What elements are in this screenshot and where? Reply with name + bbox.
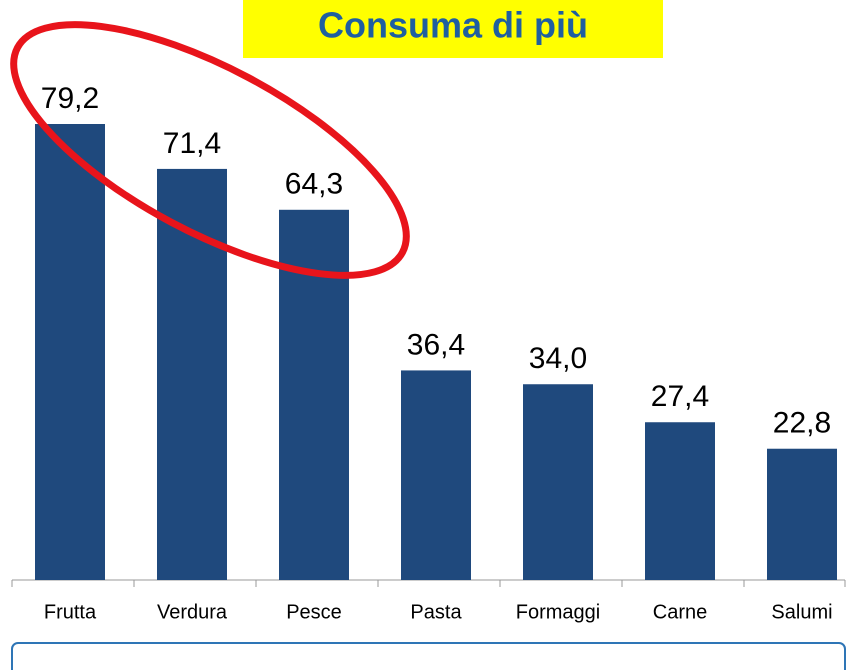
value-label: 36,4	[407, 328, 465, 361]
value-label: 64,3	[285, 168, 343, 201]
bar	[767, 448, 837, 580]
bar	[157, 168, 227, 580]
bar	[645, 422, 715, 580]
value-label: 34,0	[529, 342, 587, 375]
x-tick-label: Verdura	[157, 601, 228, 623]
x-tick-label: Carne	[653, 601, 707, 623]
x-tick-label: Pesce	[286, 601, 342, 623]
highlight-ellipse	[10, 21, 410, 279]
x-tick-label: Pasta	[410, 601, 462, 623]
bar	[523, 384, 593, 580]
value-label: 79,2	[41, 82, 99, 115]
value-label: 27,4	[651, 380, 709, 413]
value-label: 71,4	[163, 127, 221, 160]
chart-title: Consuma di più	[318, 5, 588, 46]
x-tick-label: Salumi	[771, 601, 832, 623]
bar	[401, 370, 471, 580]
bar	[35, 124, 105, 580]
x-tick-label: Formaggi	[516, 601, 600, 623]
x-tick-label: Frutta	[44, 601, 97, 623]
bottom-box	[11, 642, 846, 670]
value-label: 22,8	[773, 407, 831, 440]
title-background	[243, 0, 663, 58]
